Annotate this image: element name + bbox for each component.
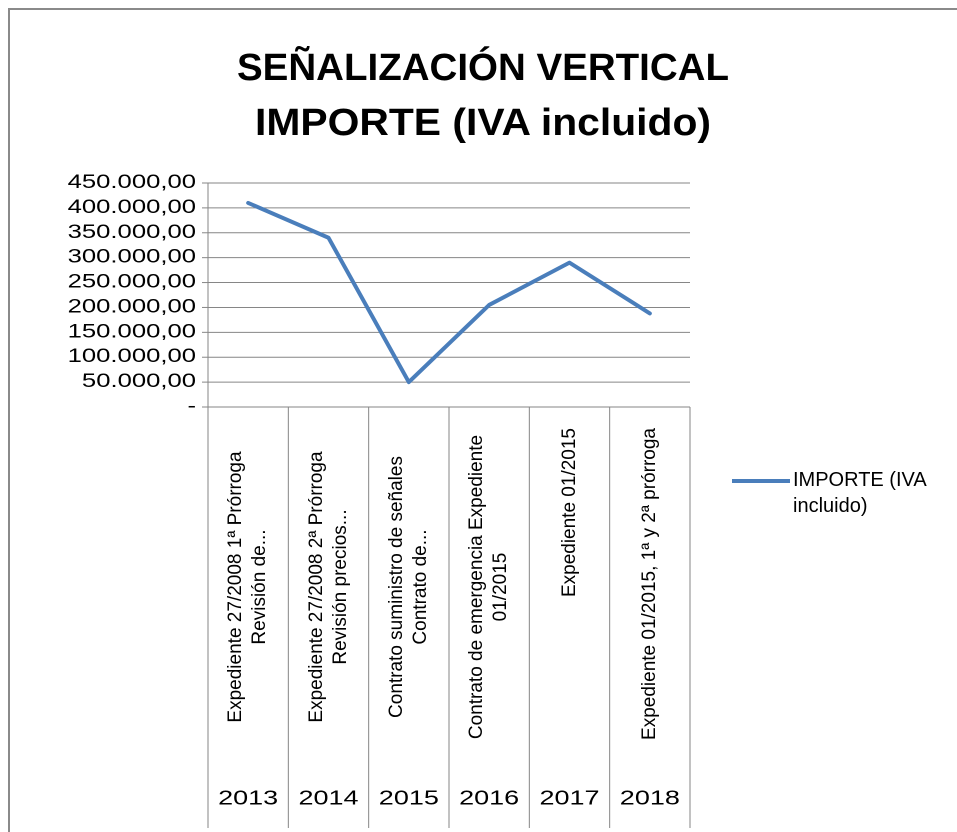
y-tick-label: 100.000,00: [68, 345, 196, 366]
x-tick-label: Expediente 01/2015: [542, 428, 598, 768]
x-group-label: 2015: [379, 787, 439, 810]
x-tick-label: Contrato de emergencia Expediente 01/201…: [461, 428, 517, 768]
y-tick-label: 450.000,00: [68, 171, 196, 192]
y-tick-label: 250.000,00: [68, 271, 196, 292]
x-tick-label: Expediente 01/2015, 1ª y 2ª prórroga: [622, 428, 678, 768]
x-group-label: 2017: [539, 787, 599, 810]
x-tick-label: Contrato suministro de señales Contrato …: [381, 428, 437, 768]
legend-label: IMPORTE (IVA incluido): [793, 469, 926, 517]
chart-frame: [8, 8, 957, 832]
chart-title: SEÑALIZACIÓN VERTICAL: [237, 45, 729, 89]
x-tick-text: Expediente 27/2008 1ª Prórroga Revisión …: [225, 451, 271, 723]
y-tick-label: 200.000,00: [68, 296, 196, 317]
y-tick-label: 50.000,00: [82, 370, 196, 391]
line-series: [246, 200, 652, 385]
x-tick-text: Expediente 27/2008 2ª Prórroga Revisión …: [305, 451, 351, 723]
chart-title: IMPORTE (IVA incluido): [255, 102, 711, 144]
y-tick-label: 400.000,00: [68, 196, 196, 217]
x-tick-text: Contrato de emergencia Expediente 01/201…: [466, 434, 512, 740]
x-group-label: 2018: [620, 787, 680, 810]
x-tick-text: Expediente 01/2015: [558, 428, 580, 598]
x-tick-text: Contrato suministro de señales Contrato …: [385, 456, 431, 718]
y-tick-label: -: [187, 395, 196, 416]
x-group-label: 2016: [459, 787, 519, 810]
x-tick-label: Expediente 27/2008 2ª Prórroga Revisión …: [301, 428, 357, 768]
x-tick-text: Expediente 01/2015, 1ª y 2ª prórroga: [638, 428, 660, 740]
x-group-label: 2013: [218, 787, 278, 810]
x-tick-label: Expediente 27/2008 1ª Prórroga Revisión …: [220, 428, 276, 768]
x-group-label: 2014: [298, 787, 358, 810]
y-tick-label: 300.000,00: [68, 246, 196, 267]
y-tick-label: 150.000,00: [68, 321, 196, 342]
y-tick-label: 350.000,00: [68, 221, 196, 242]
